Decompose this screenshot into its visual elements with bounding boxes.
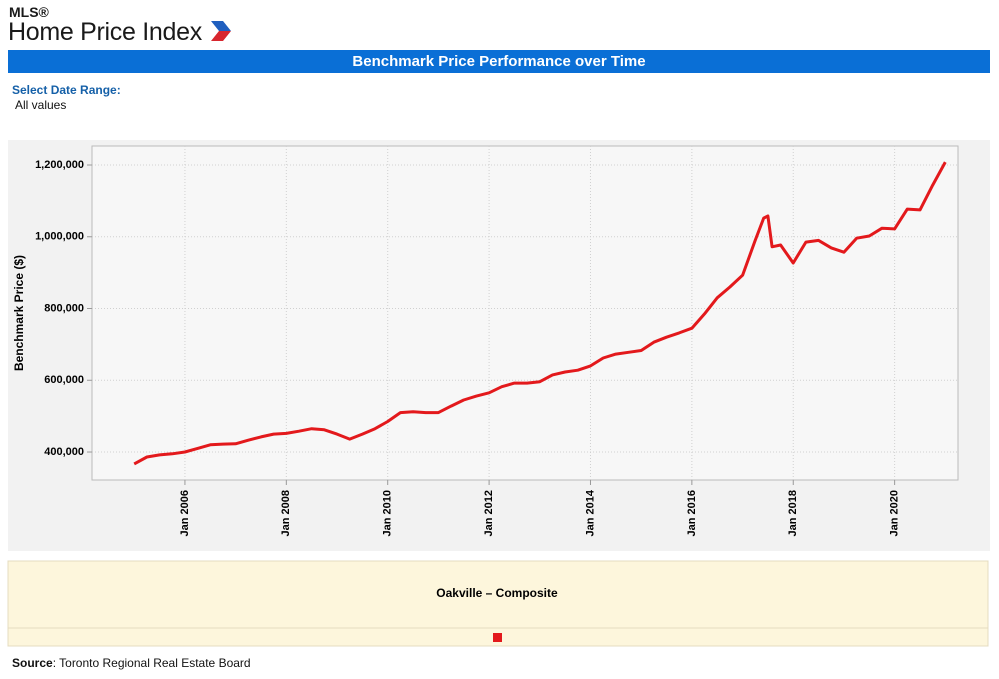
plot-area: [91, 145, 959, 481]
x-tick-label: Jan 2014: [584, 489, 596, 536]
y-tick-label: 1,000,000: [35, 231, 84, 243]
x-tick-label: Jan 2020: [889, 490, 901, 536]
logo-icon: [210, 21, 231, 41]
logo-text: Home Price Index: [8, 18, 202, 46]
chart: Benchmark Price ($) Oakville – Composite…: [7, 140, 990, 647]
y-tick-label: 400,000: [44, 446, 84, 458]
x-tick-label: Jan 2018: [787, 490, 799, 536]
x-tick-label: Jan 2006: [179, 490, 191, 536]
source-label: Source: [12, 656, 53, 670]
legend-label: Oakville – Composite: [436, 586, 558, 600]
x-tick-label: Jan 2016: [686, 490, 698, 536]
y-tick-label: 1,200,000: [35, 159, 84, 171]
filter-label: Select Date Range:: [12, 83, 121, 97]
banner: Benchmark Price Performance over Time: [8, 50, 990, 73]
legend-swatch: [493, 633, 502, 642]
x-tick-label: Jan 2008: [280, 490, 292, 536]
source: Source: Toronto Regional Real Estate Boa…: [12, 656, 251, 670]
legend-box: [7, 560, 989, 647]
logo-title: Home Price Index: [8, 18, 233, 47]
x-tick-label: Jan 2010: [382, 490, 394, 536]
y-tick-label: 600,000: [44, 374, 84, 386]
line-series: [133, 161, 947, 466]
y-tick-label: 800,000: [44, 302, 84, 314]
x-tick-label: Jan 2012: [483, 490, 495, 536]
y-axis-label: Benchmark Price ($): [12, 255, 26, 371]
filter-value[interactable]: All values: [15, 98, 67, 112]
logo-mls: MLS®: [9, 4, 49, 20]
source-text: : Toronto Regional Real Estate Board: [52, 656, 251, 670]
